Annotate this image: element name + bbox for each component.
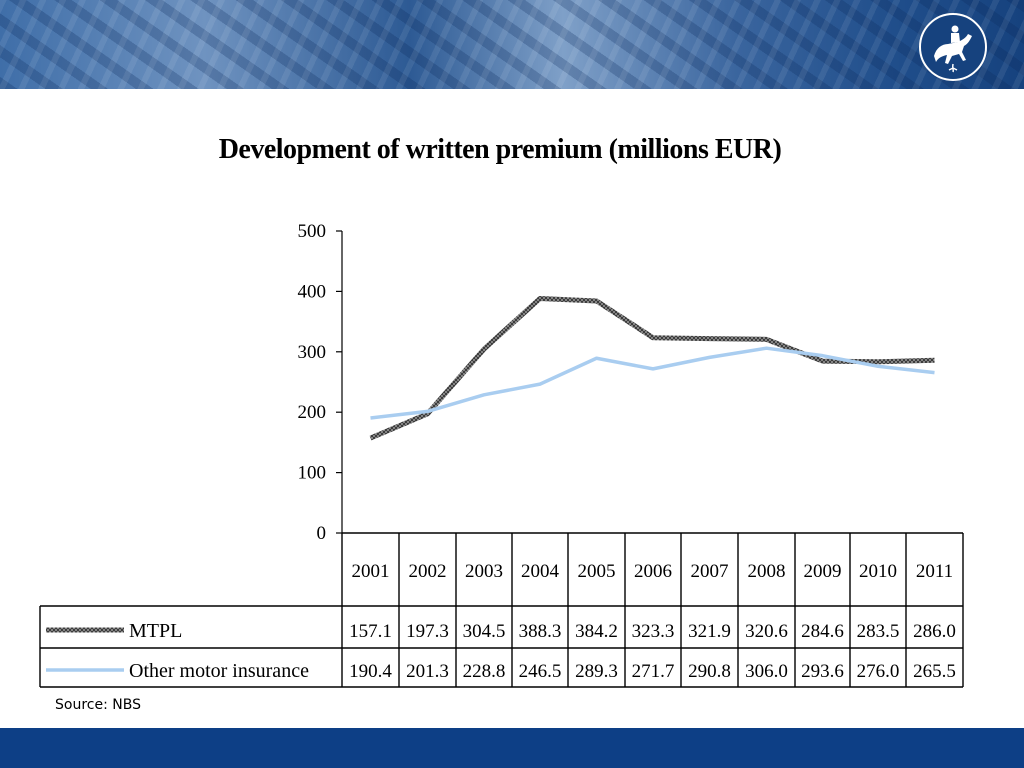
legend-label: MTPL — [129, 620, 182, 642]
y-tick-label: 100 — [298, 463, 327, 484]
chart-title: Development of written premium (millions… — [218, 134, 782, 165]
x-tick-label: 2002 — [409, 561, 447, 582]
data-label: 384.2 — [575, 621, 618, 642]
x-tick-label: 2009 — [804, 561, 842, 582]
horseman-logo-icon — [919, 13, 987, 81]
header-banner — [0, 0, 1024, 89]
y-tick-label: 500 — [298, 221, 327, 242]
x-tick-label: 2004 — [521, 561, 560, 582]
data-label: 320.6 — [745, 621, 788, 642]
legend-label: Other motor insurance — [129, 660, 309, 682]
x-tick-label: 2003 — [465, 561, 503, 582]
y-tick-label: 400 — [298, 281, 327, 302]
data-label: 293.6 — [801, 661, 844, 682]
data-label: 157.1 — [349, 621, 392, 642]
data-label: 323.3 — [632, 621, 675, 642]
data-label: 283.5 — [857, 621, 900, 642]
x-tick-label: 2007 — [691, 561, 729, 582]
x-tick-label: 2006 — [634, 561, 672, 582]
y-tick-label: 0 — [317, 523, 327, 544]
data-label: 286.0 — [913, 621, 956, 642]
data-label: 321.9 — [688, 621, 731, 642]
footer-bar — [0, 728, 1024, 768]
data-label: 306.0 — [745, 661, 788, 682]
data-label: 271.7 — [632, 661, 675, 682]
data-label: 289.3 — [575, 661, 618, 682]
data-label: 190.4 — [349, 661, 392, 682]
y-tick-label: 300 — [298, 342, 327, 363]
x-tick-label: 2011 — [916, 561, 953, 582]
data-label: 246.5 — [519, 661, 562, 682]
source-note: Source: NBS — [55, 697, 141, 713]
data-label: 304.5 — [463, 621, 506, 642]
data-label: 388.3 — [519, 621, 562, 642]
data-label: 197.3 — [406, 621, 449, 642]
x-tick-label: 2005 — [578, 561, 616, 582]
data-label: 276.0 — [857, 661, 900, 682]
series-line-other-motor — [370, 346, 935, 420]
data-label: 228.8 — [463, 661, 506, 682]
x-tick-label: 2001 — [352, 561, 390, 582]
data-label: 284.6 — [801, 621, 844, 642]
x-tick-label: 2010 — [859, 561, 897, 582]
data-label: 265.5 — [913, 661, 956, 682]
y-tick-label: 200 — [298, 402, 327, 423]
series-line-mtpl — [369, 295, 935, 441]
data-label: 290.8 — [688, 661, 731, 682]
data-label: 201.3 — [406, 661, 449, 682]
x-tick-label: 2008 — [748, 561, 786, 582]
